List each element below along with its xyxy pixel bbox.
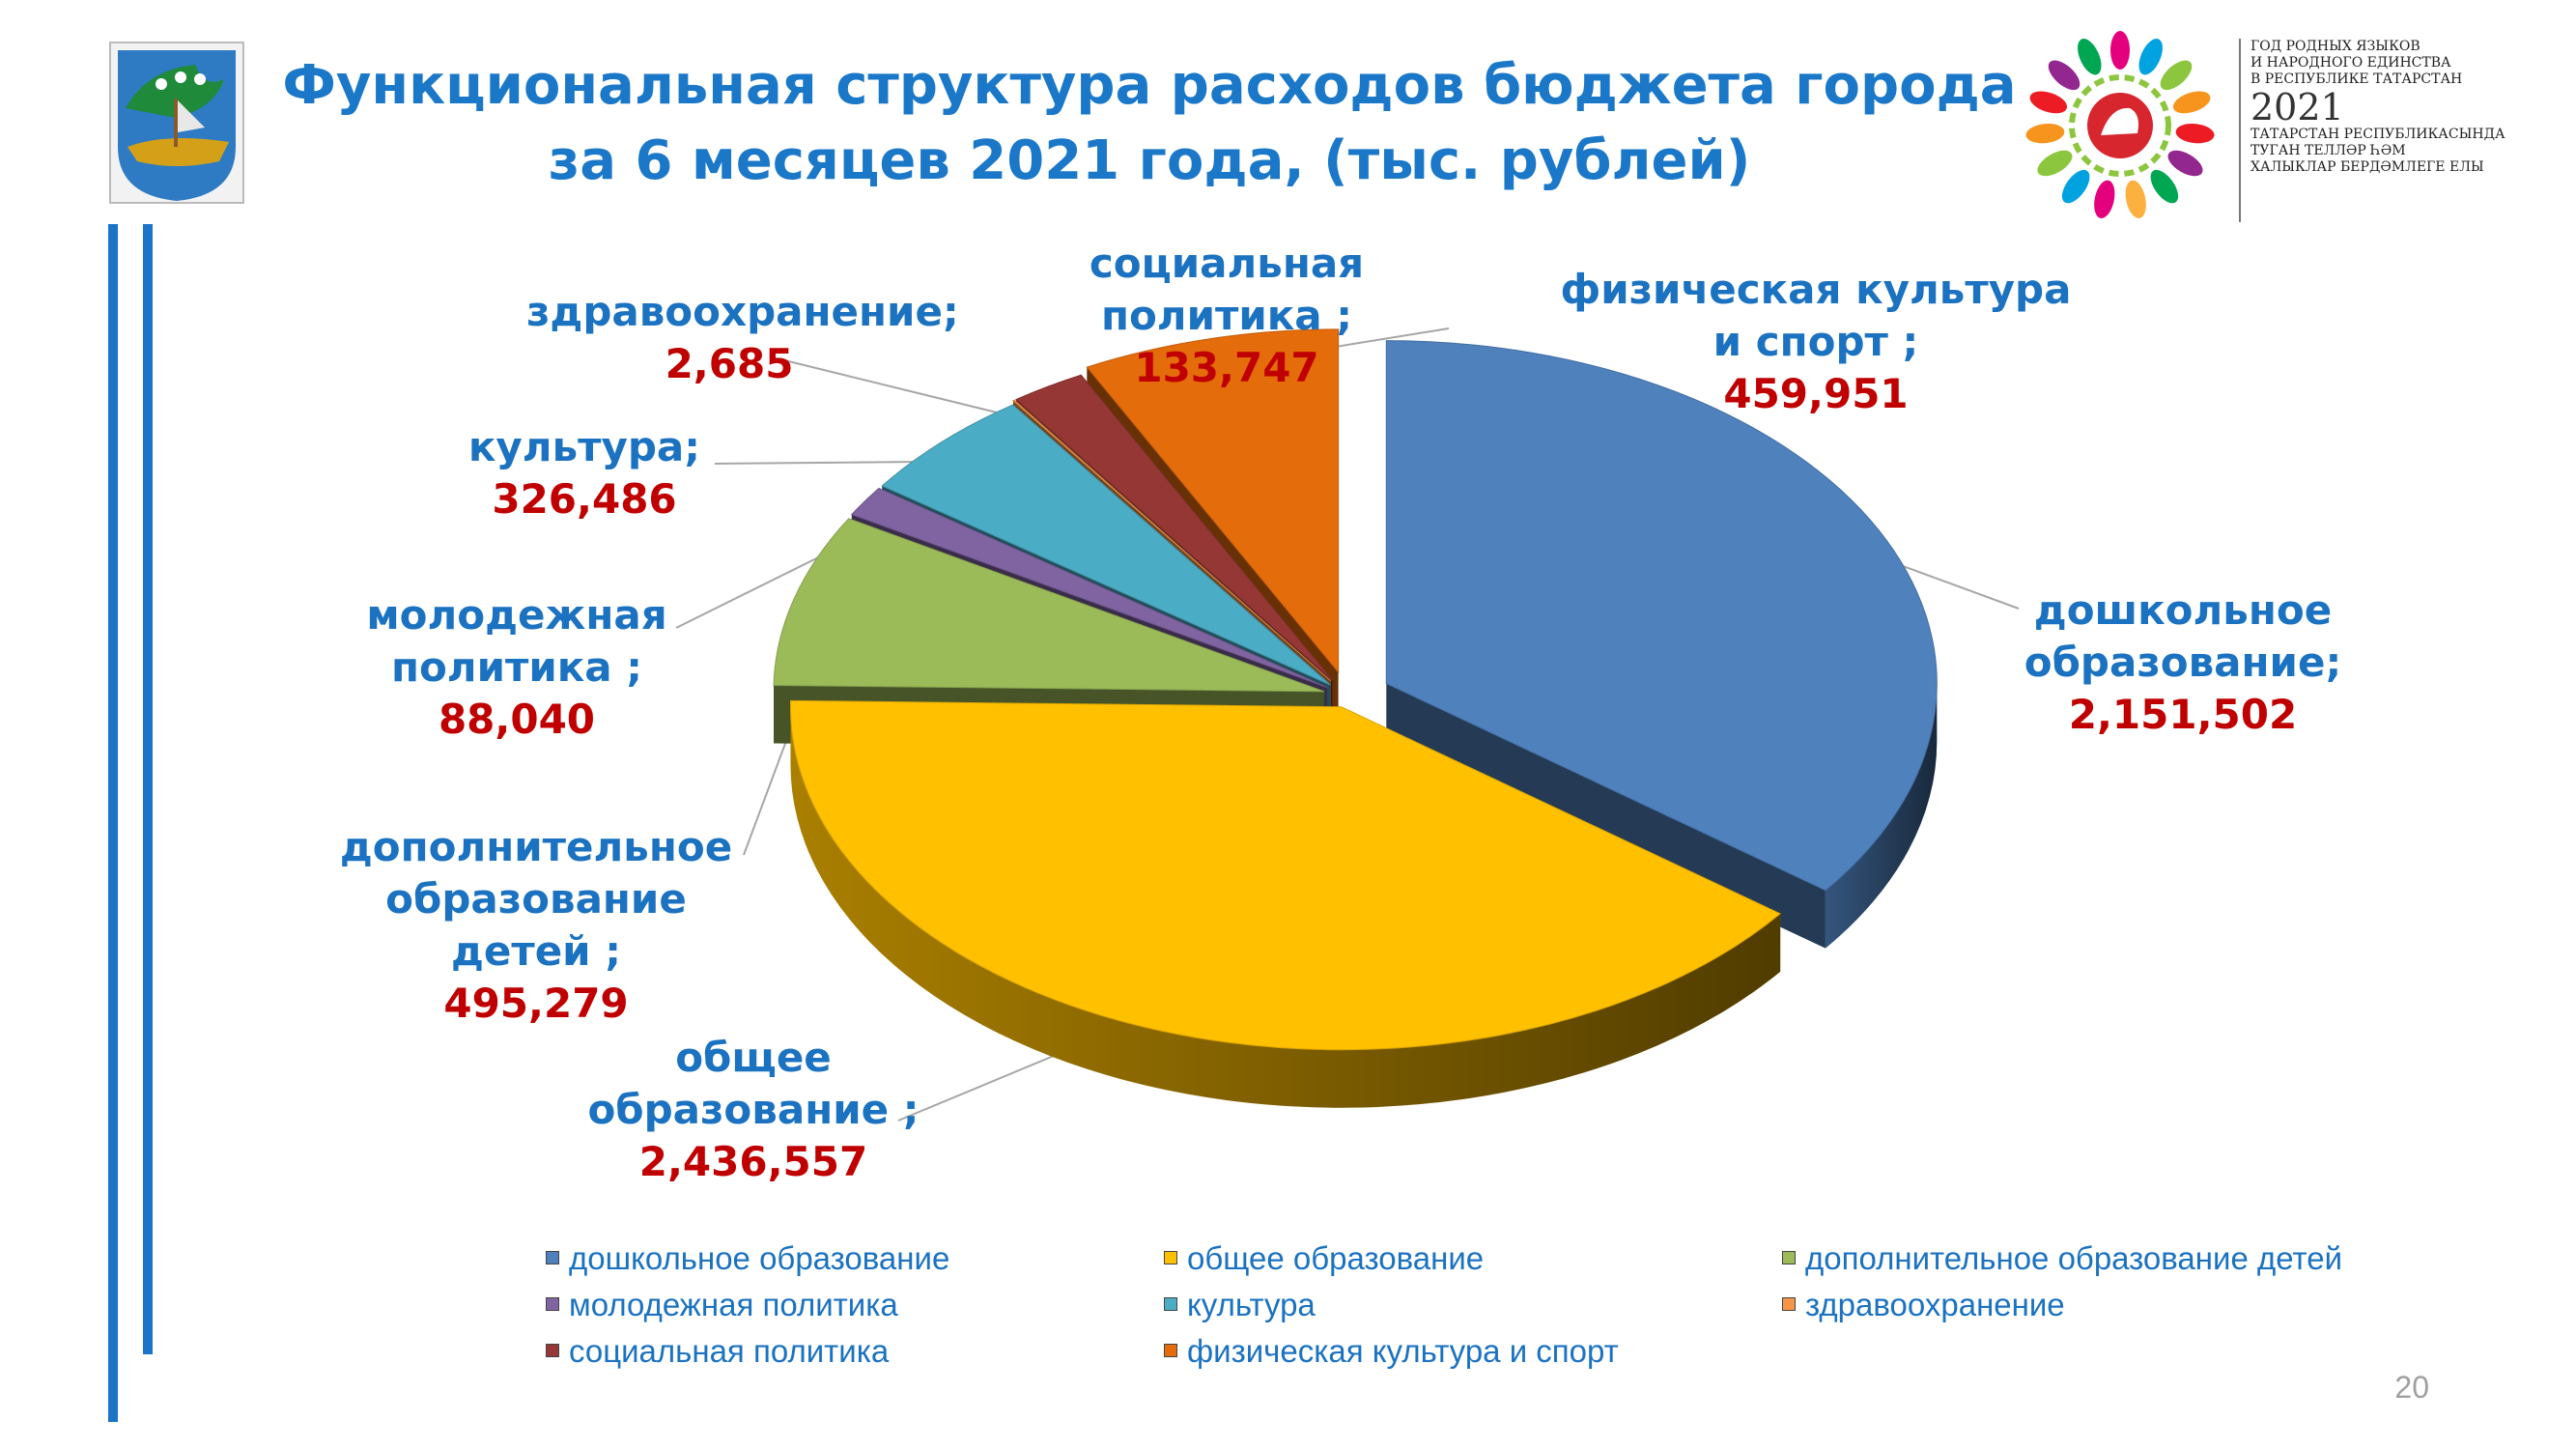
- legend-item-general: общее образование: [1164, 1239, 1484, 1278]
- label-sport: физическая культура и спорт ; 459,951: [1560, 266, 2072, 417]
- left-decor-bar-inner: [143, 224, 153, 1354]
- page-number: 20: [2394, 1370, 2429, 1405]
- year-emblem-ru-3: В РЕСПУБЛИКЕ ТАТАРСТАН: [2250, 71, 2463, 87]
- legend-swatch: [546, 1344, 559, 1358]
- legend-swatch: [1782, 1297, 1796, 1312]
- legend-swatch: [1164, 1344, 1177, 1358]
- year-emblem-tt-3: ХАЛЫКЛАР БЕРДӘМЛЕГЕ ЕЛЫ: [2250, 159, 2484, 175]
- label-social-policy: социальная политика ; 133,747: [1089, 240, 1365, 391]
- label-general-education: общее образование ; 2,436,557: [587, 1034, 920, 1185]
- year-emblem-tt-1: ТАТАРСТАН РЕСПУБЛИКАСЫНДА: [2250, 127, 2505, 142]
- slice-side-shade-preschool: [1825, 683, 1938, 949]
- label-youth-policy: молодежная политика ; 88,040: [366, 591, 667, 743]
- legend-swatch: [1164, 1297, 1177, 1312]
- title-line-2: за 6 месяцев 2021 года, (тыс. рублей): [548, 129, 1751, 192]
- city-coat-of-arms-icon: [108, 41, 245, 205]
- leader-line-healthcare: [772, 356, 1040, 424]
- slice-top-youth: [850, 487, 1328, 689]
- slice-top-general: [790, 699, 1782, 1051]
- page-title: Функциональная структура расходов бюджет…: [241, 48, 2057, 199]
- slice-top-preschool: [1385, 340, 1938, 892]
- slice-top-sport: [1086, 328, 1340, 674]
- slice-wall-preschool: [1386, 683, 1826, 949]
- left-decor-bar-outer: [108, 224, 118, 1422]
- slice-top-social: [1015, 374, 1333, 681]
- legend-item-culture: культура: [1164, 1286, 1316, 1324]
- slice-top-culture: [881, 404, 1331, 686]
- legend-item-healthcare: здравоохранение: [1782, 1286, 2065, 1324]
- pie-tops: [773, 328, 1938, 1051]
- slice-side-shade-general: [790, 706, 1781, 1108]
- legend-item-additional: дополнительное образование детей: [1782, 1239, 2342, 1278]
- legend-swatch: [546, 1251, 559, 1265]
- label-healthcare: здравоохранение; 2,685: [526, 288, 959, 387]
- legend-item-sport: физическая культура и спорт: [1164, 1332, 1619, 1371]
- emblem-divider: [2239, 39, 2241, 222]
- legend-item-preschool: дошкольное образование: [546, 1239, 949, 1278]
- legend-item-youth: молодежная политика: [546, 1286, 898, 1324]
- slice-top-healthcare: [1012, 399, 1332, 682]
- legend-swatch: [1164, 1251, 1177, 1265]
- year-emblem-year: 2021: [2250, 86, 2344, 128]
- slice-top-additional: [773, 518, 1325, 693]
- label-culture: культура; 326,486: [467, 423, 701, 523]
- year-emblem-ru-2: И НАРОДНОГО ЕДИНСТВА: [2250, 55, 2451, 71]
- legend-item-social: социальная политика: [546, 1332, 889, 1371]
- label-additional-education: дополнительное образование детей ; 495,2…: [339, 823, 733, 1027]
- title-line-1: Функциональная структура расходов бюджет…: [282, 54, 2017, 117]
- label-preschool: дошкольное образование; 2,151,502: [2024, 586, 2342, 738]
- legend-swatch: [546, 1297, 559, 1312]
- legend-swatch: [1782, 1251, 1796, 1265]
- year-emblem-ru-1: ГОД РОДНЫХ ЯЗЫКОВ: [2250, 39, 2420, 54]
- year-of-languages-2021-emblem-icon: [2024, 29, 2217, 222]
- year-emblem-text: ГОД РОДНЫХ ЯЗЫКОВ И НАРОДНОГО ЕДИНСТВА В…: [2250, 39, 2505, 176]
- year-emblem-tt-2: ТУГАН ТЕЛЛӘР ҺӘМ: [2250, 143, 2406, 158]
